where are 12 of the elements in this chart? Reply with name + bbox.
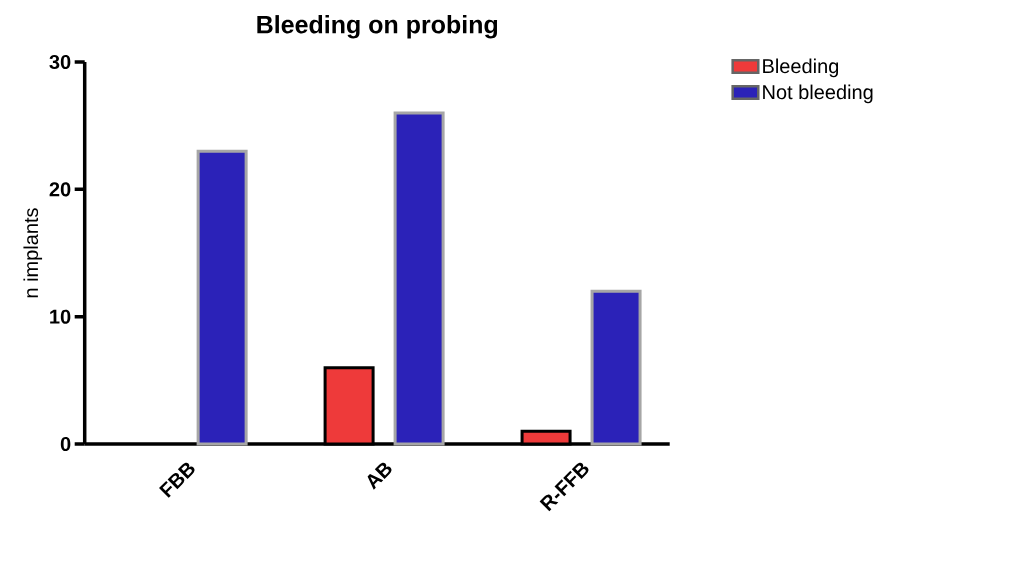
y-tick-label: 0 [60, 436, 71, 452]
bar [393, 111, 445, 446]
y-tick-label: 10 [50, 309, 71, 324]
chart-title: Bleeding on probing [257, 15, 498, 39]
x-tick-label: AB [367, 462, 392, 490]
bar [590, 289, 642, 446]
legend-label: Not bleeding [763, 84, 873, 104]
bar [196, 149, 248, 446]
y-axis-title: n implants [23, 208, 43, 298]
y-tick-label: 20 [49, 182, 71, 197]
y-tick-label: 30 [49, 54, 71, 70]
legend-label: Bleeding [763, 58, 839, 78]
